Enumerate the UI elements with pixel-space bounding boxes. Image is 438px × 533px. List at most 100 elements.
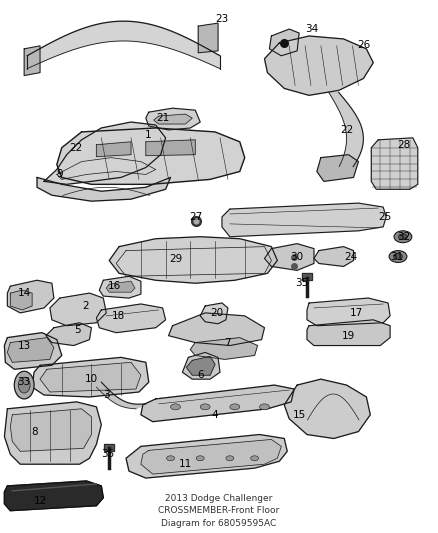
Polygon shape	[265, 36, 373, 95]
Polygon shape	[46, 323, 92, 345]
Text: 32: 32	[397, 232, 410, 242]
Polygon shape	[7, 337, 54, 362]
Polygon shape	[222, 203, 386, 237]
Ellipse shape	[226, 456, 234, 461]
Polygon shape	[4, 333, 62, 369]
Text: 22: 22	[69, 143, 82, 153]
Text: 25: 25	[378, 212, 392, 222]
Text: 12: 12	[33, 496, 46, 506]
Text: 11: 11	[179, 459, 192, 469]
Polygon shape	[146, 140, 195, 156]
Polygon shape	[198, 23, 218, 53]
Polygon shape	[11, 409, 92, 451]
Polygon shape	[106, 281, 135, 292]
Polygon shape	[27, 21, 220, 69]
Text: 29: 29	[169, 254, 182, 263]
Text: 35: 35	[296, 278, 309, 288]
Text: 2013 Dodge Challenger
CROSSMEMBER-Front Floor
Diagram for 68059595AC: 2013 Dodge Challenger CROSSMEMBER-Front …	[159, 494, 279, 528]
Text: 15: 15	[293, 410, 306, 420]
Polygon shape	[4, 481, 103, 511]
Text: 21: 21	[156, 113, 169, 123]
Polygon shape	[99, 276, 141, 298]
Polygon shape	[57, 158, 156, 180]
Ellipse shape	[389, 251, 407, 262]
Text: 20: 20	[211, 308, 223, 318]
Text: 27: 27	[190, 212, 203, 222]
Polygon shape	[37, 177, 170, 201]
Text: 10: 10	[85, 374, 98, 384]
Text: 18: 18	[112, 311, 125, 321]
Text: 4: 4	[212, 410, 219, 420]
Ellipse shape	[166, 456, 174, 461]
Polygon shape	[371, 138, 418, 189]
Polygon shape	[32, 358, 149, 397]
Polygon shape	[126, 434, 287, 478]
Polygon shape	[104, 445, 114, 451]
Polygon shape	[141, 440, 281, 474]
Text: 13: 13	[18, 341, 31, 351]
Polygon shape	[141, 385, 294, 422]
Ellipse shape	[393, 254, 403, 260]
Polygon shape	[146, 108, 200, 130]
Polygon shape	[186, 357, 215, 375]
Ellipse shape	[170, 404, 180, 410]
Polygon shape	[109, 237, 277, 283]
Polygon shape	[24, 46, 40, 76]
Ellipse shape	[394, 231, 412, 243]
Text: 35: 35	[102, 449, 115, 459]
Polygon shape	[11, 290, 32, 310]
Polygon shape	[200, 303, 228, 324]
Polygon shape	[317, 155, 358, 181]
Polygon shape	[314, 247, 353, 266]
Polygon shape	[4, 402, 101, 464]
Polygon shape	[265, 244, 314, 270]
Ellipse shape	[260, 404, 269, 410]
Polygon shape	[191, 337, 258, 359]
Text: 17: 17	[350, 308, 363, 318]
Polygon shape	[40, 362, 141, 392]
Text: 16: 16	[108, 281, 121, 291]
Text: 9: 9	[57, 169, 63, 180]
Polygon shape	[96, 382, 146, 409]
Ellipse shape	[196, 456, 204, 461]
Polygon shape	[154, 114, 192, 124]
Text: 31: 31	[390, 252, 404, 262]
Text: 24: 24	[344, 252, 357, 262]
Text: 3: 3	[103, 390, 110, 400]
Text: 2: 2	[82, 301, 89, 311]
Text: 5: 5	[74, 325, 81, 335]
Polygon shape	[50, 293, 106, 326]
Text: 19: 19	[342, 330, 355, 341]
Polygon shape	[96, 304, 166, 333]
Polygon shape	[307, 298, 390, 326]
Polygon shape	[302, 273, 312, 280]
Text: 26: 26	[357, 40, 370, 50]
Text: 22: 22	[340, 125, 353, 135]
Polygon shape	[44, 122, 166, 184]
Text: 33: 33	[18, 377, 31, 387]
Ellipse shape	[251, 456, 258, 461]
Ellipse shape	[18, 377, 30, 393]
Polygon shape	[57, 128, 245, 184]
Polygon shape	[7, 280, 54, 313]
Polygon shape	[307, 320, 390, 345]
Polygon shape	[96, 142, 131, 157]
Text: 14: 14	[18, 288, 31, 298]
Ellipse shape	[230, 404, 240, 410]
Ellipse shape	[200, 404, 210, 410]
Text: 28: 28	[397, 140, 410, 150]
Text: 34: 34	[305, 24, 318, 34]
Polygon shape	[169, 313, 265, 345]
Text: 23: 23	[215, 14, 229, 24]
Text: 7: 7	[225, 337, 231, 348]
Text: 30: 30	[290, 252, 304, 262]
Text: 1: 1	[145, 130, 151, 140]
Polygon shape	[329, 92, 364, 166]
Polygon shape	[284, 379, 370, 439]
Polygon shape	[269, 29, 299, 56]
Text: 6: 6	[197, 370, 204, 380]
Ellipse shape	[14, 372, 34, 399]
Text: 8: 8	[31, 426, 37, 437]
Ellipse shape	[399, 234, 407, 240]
Polygon shape	[182, 352, 220, 379]
